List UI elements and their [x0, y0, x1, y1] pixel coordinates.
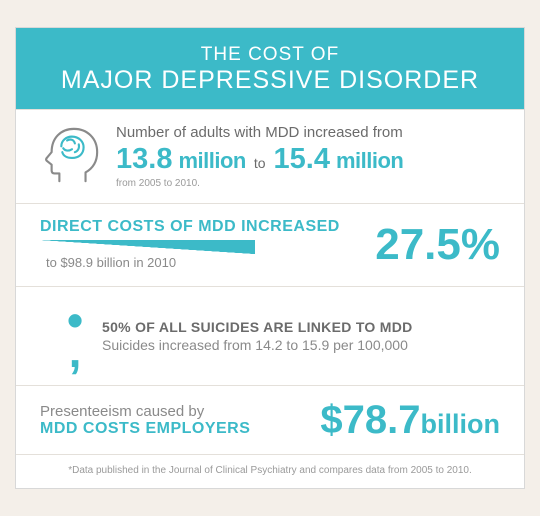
brain-head-icon	[40, 125, 102, 187]
wedge-shape	[40, 240, 255, 254]
amount-value: $78.7	[320, 398, 420, 442]
footer-text: *Data published in the Journal of Clinic…	[68, 465, 472, 476]
section2-row: to $98.9 billion in 2010	[40, 236, 363, 272]
value-to: 15.4	[274, 143, 330, 176]
to-word: to	[254, 155, 266, 171]
header-line1: THE COST OF	[26, 44, 514, 66]
section2-sub: to $98.9 billion in 2010	[46, 255, 176, 270]
section4-line2: MDD COSTS EMPLOYERS	[40, 420, 306, 438]
value-from: 13.8	[116, 143, 172, 176]
section3-line1: 50% OF ALL SUICIDES ARE LINKED TO MDD	[102, 319, 413, 335]
section4-line1: Presenteeism caused by	[40, 403, 306, 420]
section3-lines: 50% OF ALL SUICIDES ARE LINKED TO MDD Su…	[102, 319, 413, 353]
section4-left: Presenteeism caused by MDD COSTS EMPLOYE…	[40, 403, 306, 438]
section1-intro: Number of adults with MDD increased from	[116, 124, 500, 141]
header: THE COST OF MAJOR DEPRESSIVE DISORDER	[16, 28, 524, 109]
semicolon-icon: • ,	[64, 301, 86, 371]
amount-unit: billion	[421, 409, 500, 439]
section2-percent: 27.5%	[375, 223, 500, 267]
section4-amount: $78.7billion	[320, 400, 500, 440]
section-suicides: • , 50% OF ALL SUICIDES ARE LINKED TO MD…	[16, 286, 524, 385]
section-direct-costs: DIRECT COSTS OF MDD INCREASED to $98.9 b…	[16, 203, 524, 286]
footer: *Data published in the Journal of Clinic…	[16, 454, 524, 488]
section2-left: DIRECT COSTS OF MDD INCREASED to $98.9 b…	[40, 218, 363, 272]
section1-text: Number of adults with MDD increased from…	[116, 124, 500, 189]
infographic-card: THE COST OF MAJOR DEPRESSIVE DISORDER Nu…	[15, 27, 525, 489]
section-adults-count: Number of adults with MDD increased from…	[16, 109, 524, 203]
header-line2: MAJOR DEPRESSIVE DISORDER	[26, 66, 514, 95]
section-presenteeism: Presenteeism caused by MDD COSTS EMPLOYE…	[16, 385, 524, 454]
unit-to: million	[336, 148, 403, 174]
section3-line2: Suicides increased from 14.2 to 15.9 per…	[102, 337, 413, 353]
section1-values: 13.8million to 15.4million	[116, 143, 500, 176]
section2-title: DIRECT COSTS OF MDD INCREASED	[40, 218, 363, 236]
unit-from: million	[178, 148, 245, 174]
section1-sub: from 2005 to 2010.	[116, 178, 500, 189]
